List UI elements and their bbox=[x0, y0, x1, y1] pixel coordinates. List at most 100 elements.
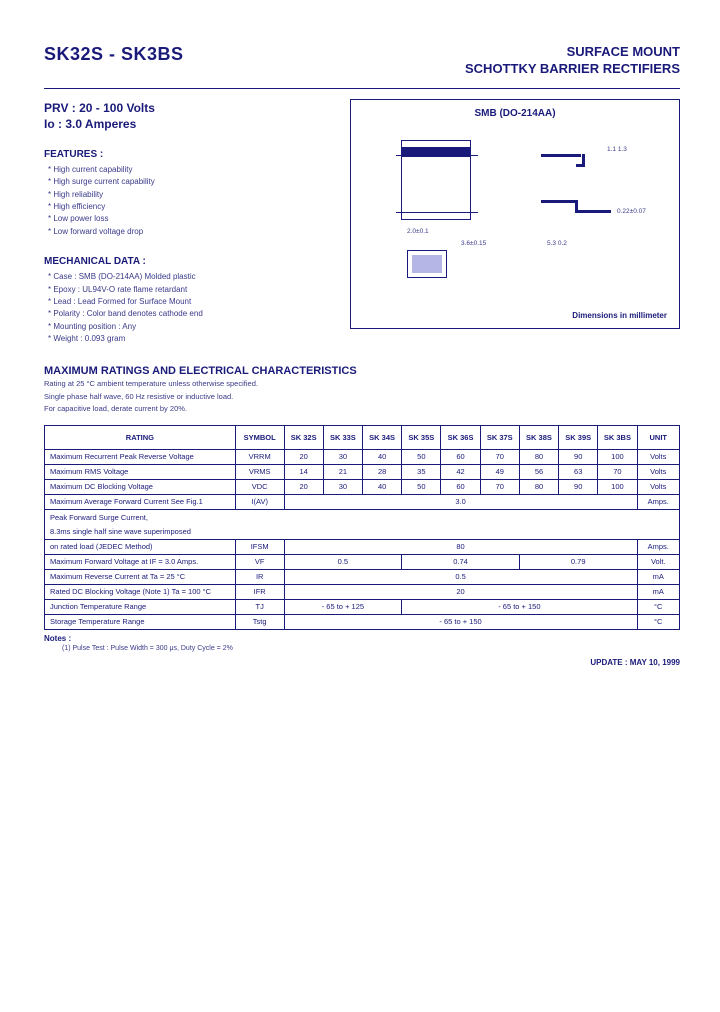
table-row: Maximum Average Forward Current See Fig.… bbox=[45, 494, 680, 509]
rating-label: 8.3ms single half sine wave superimposed bbox=[45, 524, 680, 539]
rating-value: 49 bbox=[480, 464, 519, 479]
table-row: Rated DC Blocking Voltage (Note 1) Ta = … bbox=[45, 584, 680, 599]
rating-symbol: IFR bbox=[235, 584, 284, 599]
rating-value: 21 bbox=[323, 464, 362, 479]
package-lead-profile-2b bbox=[575, 210, 611, 213]
mechanical-item: Case : SMB (DO-214AA) Molded plastic bbox=[48, 271, 304, 283]
table-row: Maximum Reverse Current at Ta = 25 °CIR0… bbox=[45, 569, 680, 584]
dim-b: 3.6±0.15 bbox=[461, 240, 486, 247]
rating-unit: °C bbox=[637, 614, 679, 629]
rating-unit: Volt. bbox=[637, 554, 679, 569]
th-part: SK 38S bbox=[519, 425, 558, 449]
rating-value: 90 bbox=[559, 449, 598, 464]
rating-value: 60 bbox=[441, 449, 480, 464]
th-part: SK 39S bbox=[559, 425, 598, 449]
rating-value: - 65 to + 150 bbox=[402, 599, 637, 614]
rating-value: 50 bbox=[402, 479, 441, 494]
mechanical-list: Case : SMB (DO-214AA) Molded plastic Epo… bbox=[44, 271, 304, 345]
rating-value: 80 bbox=[519, 449, 558, 464]
rating-symbol: VRRM bbox=[235, 449, 284, 464]
mechanical-item: Weight : 0.093 gram bbox=[48, 333, 304, 345]
table-row: Peak Forward Surge Current, bbox=[45, 509, 680, 524]
rating-symbol: IFSM bbox=[235, 539, 284, 554]
rating-value: 0.74 bbox=[402, 554, 520, 569]
ratings-sub-1: Rating at 25 °C ambient temperature unle… bbox=[44, 379, 680, 390]
th-part: SK 37S bbox=[480, 425, 519, 449]
document-title: SURFACE MOUNT SCHOTTKY BARRIER RECTIFIER… bbox=[465, 44, 680, 78]
rating-value: 30 bbox=[323, 449, 362, 464]
rating-value: 14 bbox=[284, 464, 323, 479]
package-dims-note: Dimensions in millimeter bbox=[572, 311, 667, 320]
rating-symbol: Tstg bbox=[235, 614, 284, 629]
package-title: SMB (DO-214AA) bbox=[359, 108, 671, 119]
rating-symbol: IR bbox=[235, 569, 284, 584]
rating-value: 80 bbox=[519, 479, 558, 494]
package-diagram: SMB (DO-214AA) 2.0±0.1 3.6±0.15 5.3 0.2 … bbox=[350, 99, 680, 329]
rating-value: 20 bbox=[284, 479, 323, 494]
rating-unit: Amps. bbox=[637, 539, 679, 554]
rating-value: 3.0 bbox=[284, 494, 637, 509]
table-header-row: RATING SYMBOL SK 32S SK 33S SK 34S SK 35… bbox=[45, 425, 680, 449]
rating-value: 90 bbox=[559, 479, 598, 494]
rating-value: 28 bbox=[363, 464, 402, 479]
rating-value: 100 bbox=[598, 449, 637, 464]
table-row: on rated load (JEDEC Method)IFSM80Amps. bbox=[45, 539, 680, 554]
rating-value: - 65 to + 125 bbox=[284, 599, 402, 614]
rating-symbol: TJ bbox=[235, 599, 284, 614]
rating-value: 40 bbox=[363, 449, 402, 464]
rating-value: 80 bbox=[284, 539, 637, 554]
rating-label: Maximum DC Blocking Voltage bbox=[45, 479, 236, 494]
prv-spec: PRV : 20 - 100 Volts bbox=[44, 101, 304, 115]
feature-item: High reliability bbox=[48, 189, 304, 201]
rating-label: on rated load (JEDEC Method) bbox=[45, 539, 236, 554]
rating-label: Maximum RMS Voltage bbox=[45, 464, 236, 479]
mechanical-item: Lead : Lead Formed for Surface Mount bbox=[48, 296, 304, 308]
ratings-sub-2: Single phase half wave, 60 Hz resistive … bbox=[44, 392, 680, 403]
rating-unit: mA bbox=[637, 584, 679, 599]
dim-a: 2.0±0.1 bbox=[407, 228, 429, 235]
rating-value: 42 bbox=[441, 464, 480, 479]
rating-symbol: I(AV) bbox=[235, 494, 284, 509]
rating-value: 70 bbox=[480, 479, 519, 494]
rating-label: Peak Forward Surge Current, bbox=[45, 509, 680, 524]
mechanical-item: Mounting position : Any bbox=[48, 321, 304, 333]
th-part: SK 36S bbox=[441, 425, 480, 449]
feature-item: High current capability bbox=[48, 164, 304, 176]
rating-value: 0.5 bbox=[284, 554, 402, 569]
ratings-table: RATING SYMBOL SK 32S SK 33S SK 34S SK 35… bbox=[44, 425, 680, 630]
rating-symbol: VDC bbox=[235, 479, 284, 494]
rating-unit: mA bbox=[637, 569, 679, 584]
rating-value: 100 bbox=[598, 479, 637, 494]
table-row: Maximum DC Blocking VoltageVDC2030405060… bbox=[45, 479, 680, 494]
rating-unit: Volts bbox=[637, 479, 679, 494]
feature-item: Low power loss bbox=[48, 213, 304, 225]
th-part: SK 33S bbox=[323, 425, 362, 449]
rating-symbol: VRMS bbox=[235, 464, 284, 479]
rating-value: 0.79 bbox=[519, 554, 637, 569]
left-column: PRV : 20 - 100 Volts Io : 3.0 Amperes FE… bbox=[44, 99, 304, 346]
rating-label: Maximum Reverse Current at Ta = 25 °C bbox=[45, 569, 236, 584]
rating-label: Maximum Average Forward Current See Fig.… bbox=[45, 494, 236, 509]
table-row: Junction Temperature RangeTJ- 65 to + 12… bbox=[45, 599, 680, 614]
rating-value: 60 bbox=[441, 479, 480, 494]
dim-c: 5.3 0.2 bbox=[547, 240, 567, 247]
package-bottom-view bbox=[407, 250, 447, 278]
rating-unit: Volts bbox=[637, 449, 679, 464]
rating-value: 20 bbox=[284, 584, 637, 599]
doc-title-line-2: SCHOTTKY BARRIER RECTIFIERS bbox=[465, 61, 680, 78]
rating-label: Maximum Forward Voltage at IF = 3.0 Amps… bbox=[45, 554, 236, 569]
rating-value: 70 bbox=[480, 449, 519, 464]
dim-d: 1.1 1.3 bbox=[607, 146, 627, 153]
features-heading: FEATURES : bbox=[44, 149, 304, 160]
table-row: 8.3ms single half sine wave superimposed bbox=[45, 524, 680, 539]
feature-item: High surge current capability bbox=[48, 176, 304, 188]
doc-title-line-1: SURFACE MOUNT bbox=[465, 44, 680, 61]
rating-value: 56 bbox=[519, 464, 558, 479]
features-list: High current capability High surge curre… bbox=[44, 164, 304, 238]
rating-label: Storage Temperature Range bbox=[45, 614, 236, 629]
table-row: Maximum Forward Voltage at IF = 3.0 Amps… bbox=[45, 554, 680, 569]
th-part: SK 32S bbox=[284, 425, 323, 449]
rating-unit: °C bbox=[637, 599, 679, 614]
table-row: Maximum RMS VoltageVRMS14212835424956637… bbox=[45, 464, 680, 479]
package-top-view bbox=[401, 140, 471, 220]
